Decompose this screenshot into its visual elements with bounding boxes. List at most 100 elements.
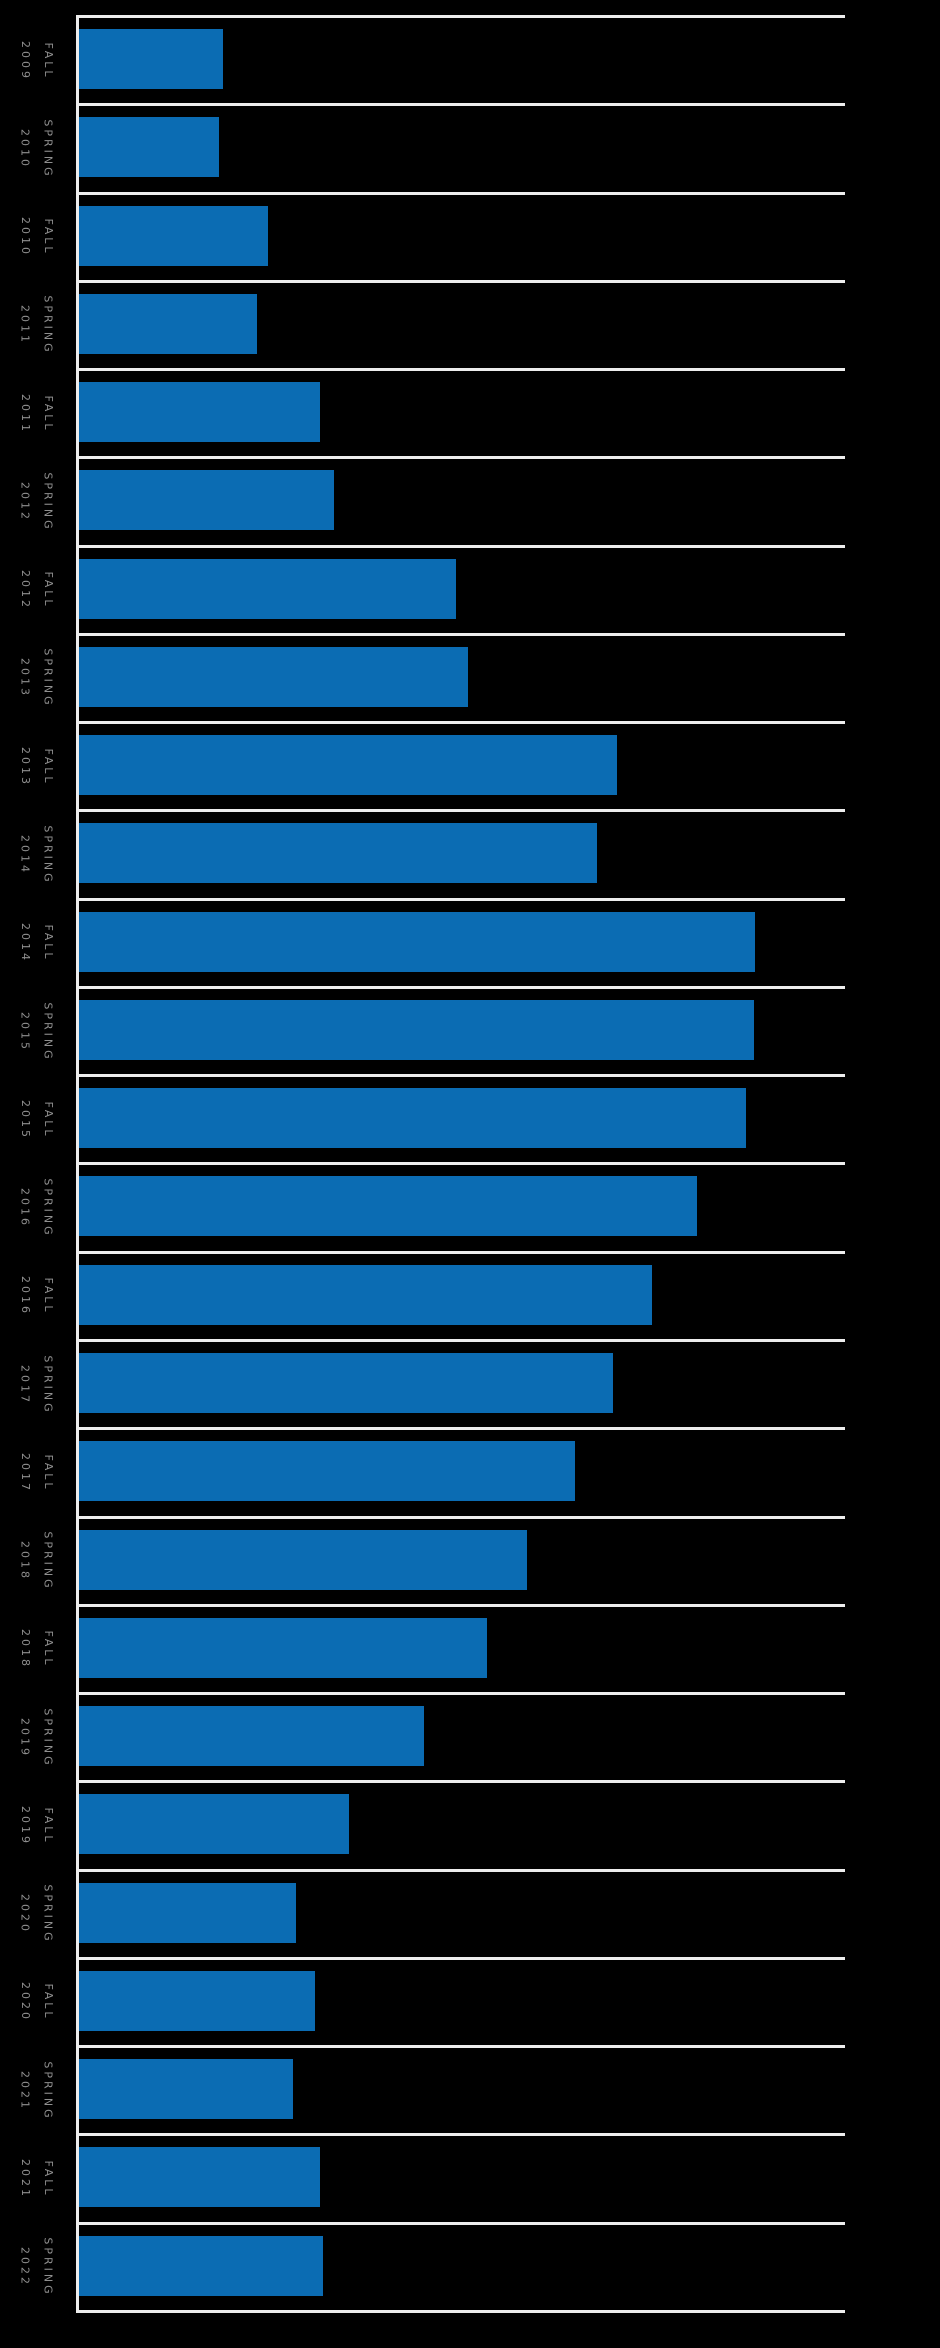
tick-label-year: 2010: [18, 128, 32, 169]
tick-label-season: SPRING: [41, 1178, 55, 1238]
y-axis-tick-label: FALL 2011: [0, 371, 74, 456]
y-axis-tick-label-text: FALL 2010: [14, 217, 60, 257]
y-axis-tick-label-text: SPRING 2015: [14, 1002, 60, 1061]
chart-row: SPRING 2010: [19, 103, 845, 191]
y-axis-tick-label: SPRING 2018: [0, 1519, 74, 1604]
tick-label-year: 2011: [19, 393, 32, 434]
chart-row: SPRING 2013: [19, 632, 845, 721]
tick-label-year: 2009: [19, 40, 32, 81]
bar-fall-2020: [79, 1970, 315, 2031]
bar-fall-2009: [79, 29, 223, 89]
chart-row: SPRING 2021: [19, 2045, 845, 2133]
y-axis-tick-label: SPRING 2010: [0, 106, 74, 191]
tick-label-year: 2015: [19, 1099, 32, 1140]
tick-label-year: 2015: [18, 1011, 32, 1052]
chart-row: SPRING 2018: [19, 1515, 845, 1604]
tick-label-season: FALL: [42, 1454, 55, 1492]
y-axis-tick-label: FALL 2021: [0, 2136, 74, 2221]
chart-row: SPRING 2020: [19, 1868, 845, 1957]
bar-spring-2013: [79, 646, 468, 707]
tick-label-year: 2016: [19, 1276, 32, 1317]
tick-label-season: FALL: [42, 1101, 55, 1139]
tick-label-season: SPRING: [41, 2061, 55, 2121]
tick-label-season: FALL: [42, 218, 55, 256]
bar-spring-2015: [79, 999, 754, 1060]
tick-label-season: SPRING: [41, 2237, 55, 2297]
tick-label-year: 2016: [18, 1188, 32, 1229]
bar-fall-2016: [79, 1264, 652, 1325]
bar-spring-2010: [79, 117, 219, 178]
chart-row: FALL 2012: [19, 544, 845, 633]
y-axis-tick-label-text: SPRING 2021: [14, 2061, 60, 2120]
y-axis-tick-label-text: FALL 2012: [14, 570, 60, 610]
y-axis-tick-label: FALL 2015: [0, 1077, 74, 1162]
bar-fall-2018: [79, 1617, 487, 1678]
chart-row: FALL 2021: [19, 2133, 845, 2221]
y-axis-tick-label-text: FALL 2013: [14, 747, 60, 787]
tick-label-season: FALL: [42, 571, 55, 609]
bar-fall-2015: [79, 1088, 746, 1149]
chart-row: SPRING 2022: [19, 2221, 845, 2310]
tick-label-season: SPRING: [41, 1884, 55, 1944]
tick-label-year: 2017: [18, 1364, 32, 1405]
chart-row: FALL 2010: [19, 191, 845, 280]
tick-label-year: 2014: [18, 835, 32, 876]
bar-spring-2017: [79, 1352, 613, 1413]
y-axis-tick-label: FALL 2019: [0, 1783, 74, 1868]
y-axis-tick-label: SPRING 2020: [0, 1872, 74, 1957]
bar-fall-2019: [79, 1794, 349, 1855]
chart-row: FALL 2018: [19, 1603, 845, 1692]
bar-spring-2014: [79, 823, 597, 884]
y-axis-tick-label-text: FALL 2021: [14, 2159, 60, 2199]
bar-spring-2022: [79, 2235, 323, 2296]
tick-label-season: SPRING: [41, 1001, 55, 1062]
tick-label-season: SPRING: [41, 1708, 55, 1768]
chart-row: FALL 2019: [19, 1780, 845, 1868]
y-axis-tick-label-text: FALL 2009: [14, 41, 60, 81]
y-axis-tick-label-text: SPRING 2018: [14, 1532, 60, 1591]
y-axis-tick-label-text: SPRING 2019: [14, 1708, 60, 1767]
y-axis-tick-label: SPRING 2019: [0, 1695, 74, 1780]
tick-label-season: SPRING: [41, 295, 55, 356]
bar-spring-2016: [79, 1176, 697, 1237]
tick-label-year: 2019: [19, 1805, 32, 1846]
tick-label-year: 2017: [19, 1452, 32, 1493]
tick-label-year: 2022: [18, 2247, 32, 2288]
chart-row: SPRING 2016: [19, 1162, 845, 1250]
bar-fall-2021: [79, 2147, 320, 2208]
bar-fall-2013: [79, 735, 617, 796]
y-axis-tick-label-text: FALL 2020: [14, 1982, 60, 2022]
y-axis-tick-label: SPRING 2011: [0, 283, 74, 368]
chart-row: SPRING 2011: [19, 279, 845, 368]
bar-fall-2011: [79, 382, 320, 443]
tick-label-year: 2010: [19, 217, 32, 258]
tick-label-season: FALL: [42, 748, 55, 786]
tick-label-year: 2020: [19, 1982, 32, 2023]
y-axis-tick-label: FALL 2009: [0, 18, 74, 103]
chart-row: FALL 2009: [19, 15, 845, 103]
tick-label-season: FALL: [42, 1277, 55, 1315]
tick-label-season: SPRING: [41, 472, 55, 532]
tick-label-year: 2019: [18, 1717, 32, 1758]
chart-row: FALL 2011: [19, 368, 845, 456]
tick-label-season: FALL: [42, 1630, 55, 1668]
tick-label-season: FALL: [42, 1983, 55, 2022]
bar-spring-2019: [79, 1706, 424, 1767]
tick-label-year: 2018: [18, 1541, 32, 1582]
y-axis-tick-label-text: SPRING 2011: [14, 296, 60, 355]
bar-fall-2010: [79, 205, 268, 266]
y-axis-tick-label-text: SPRING 2013: [14, 649, 60, 708]
tick-label-year: 2014: [19, 923, 32, 964]
y-axis-tick-label-text: SPRING 2012: [14, 472, 60, 531]
tick-label-season: FALL: [42, 1807, 55, 1845]
bar-spring-2018: [79, 1529, 527, 1590]
y-axis-tick-label: SPRING 2014: [0, 812, 74, 897]
y-axis-tick-label: SPRING 2017: [0, 1342, 74, 1427]
y-axis-tick-label: SPRING 2016: [0, 1165, 74, 1250]
tick-label-year: 2013: [18, 658, 32, 699]
chart-row: FALL 2016: [19, 1250, 845, 1339]
y-axis-tick-label-text: FALL 2018: [14, 1629, 60, 1669]
y-axis-tick-label-text: SPRING 2020: [14, 1885, 60, 1944]
y-axis-tick-label: FALL 2010: [0, 195, 74, 280]
